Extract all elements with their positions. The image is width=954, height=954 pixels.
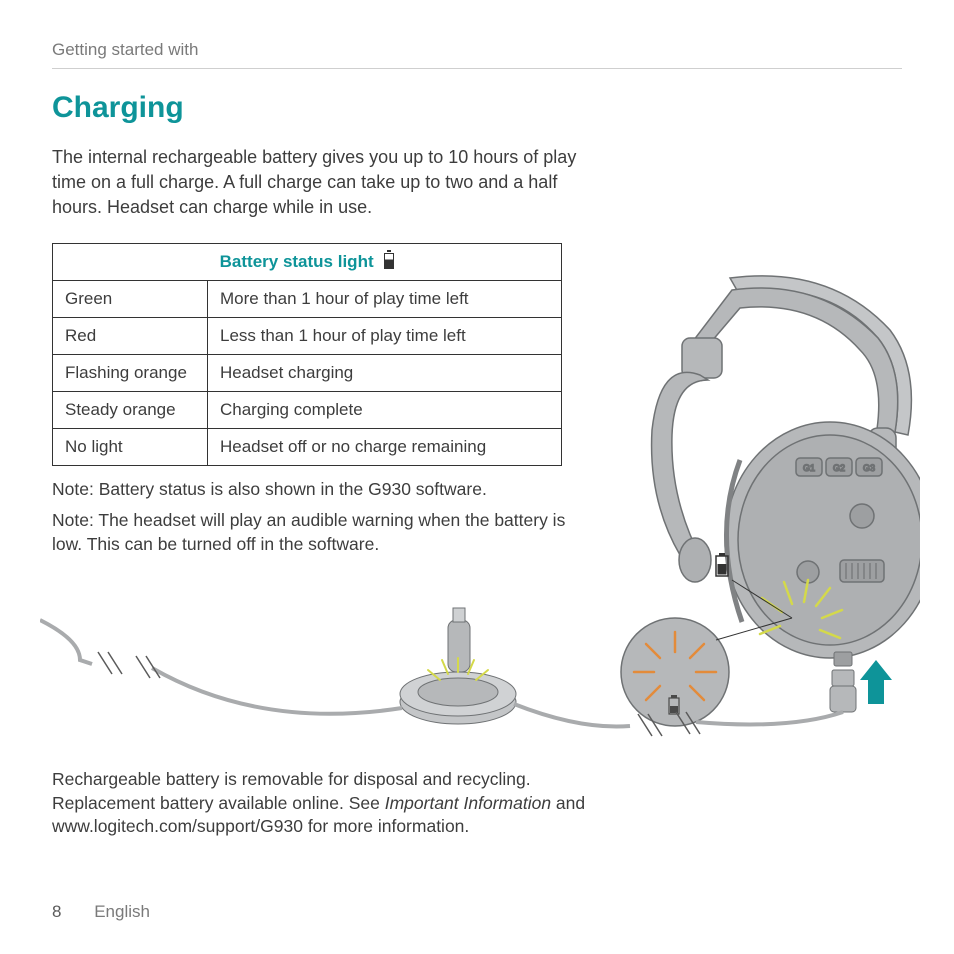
table-header-cell: Battery status light <box>53 243 562 280</box>
bottom-paragraph: Rechargeable battery is removable for di… <box>52 768 622 839</box>
table-row: Steady orangeCharging complete <box>53 391 562 428</box>
arrow-up-icon <box>860 660 892 704</box>
status-cell: Red <box>53 317 208 354</box>
table-row: GreenMore than 1 hour of play time left <box>53 280 562 317</box>
table-header-text: Battery status light <box>220 252 374 271</box>
bottom-text-em: Important Information <box>385 793 551 813</box>
page-header: Getting started with <box>52 40 902 69</box>
section-title: Charging <box>52 91 902 125</box>
battery-icon <box>384 253 394 269</box>
meaning-cell: More than 1 hour of play time left <box>208 280 562 317</box>
svg-text:G3: G3 <box>863 463 875 473</box>
page-number: 8 <box>52 902 61 921</box>
break-marks <box>98 652 700 736</box>
status-cell: Flashing orange <box>53 354 208 391</box>
page-footer: 8 English <box>52 902 150 922</box>
note-text: Note: Battery status is also shown in th… <box>52 478 582 502</box>
language-label: English <box>94 902 150 921</box>
note-text: Note: The headset will play an audible w… <box>52 509 582 556</box>
meaning-cell: Headset off or no charge remaining <box>208 428 562 465</box>
battery-callout-icon <box>716 553 792 618</box>
status-cell: Green <box>53 280 208 317</box>
table-row: Flashing orangeHeadset charging <box>53 354 562 391</box>
battery-status-table: Battery status light GreenMore than 1 ho… <box>52 243 562 466</box>
table-row: No lightHeadset off or no charge remaini… <box>53 428 562 465</box>
status-cell: No light <box>53 428 208 465</box>
svg-text:G2: G2 <box>833 463 845 473</box>
meaning-cell: Headset charging <box>208 354 562 391</box>
status-cell: Steady orange <box>53 391 208 428</box>
meaning-cell: Charging complete <box>208 391 562 428</box>
meaning-cell: Less than 1 hour of play time left <box>208 317 562 354</box>
intro-paragraph: The internal rechargeable battery gives … <box>52 145 592 221</box>
table-row: RedLess than 1 hour of play time left <box>53 317 562 354</box>
svg-text:G1: G1 <box>803 463 815 473</box>
